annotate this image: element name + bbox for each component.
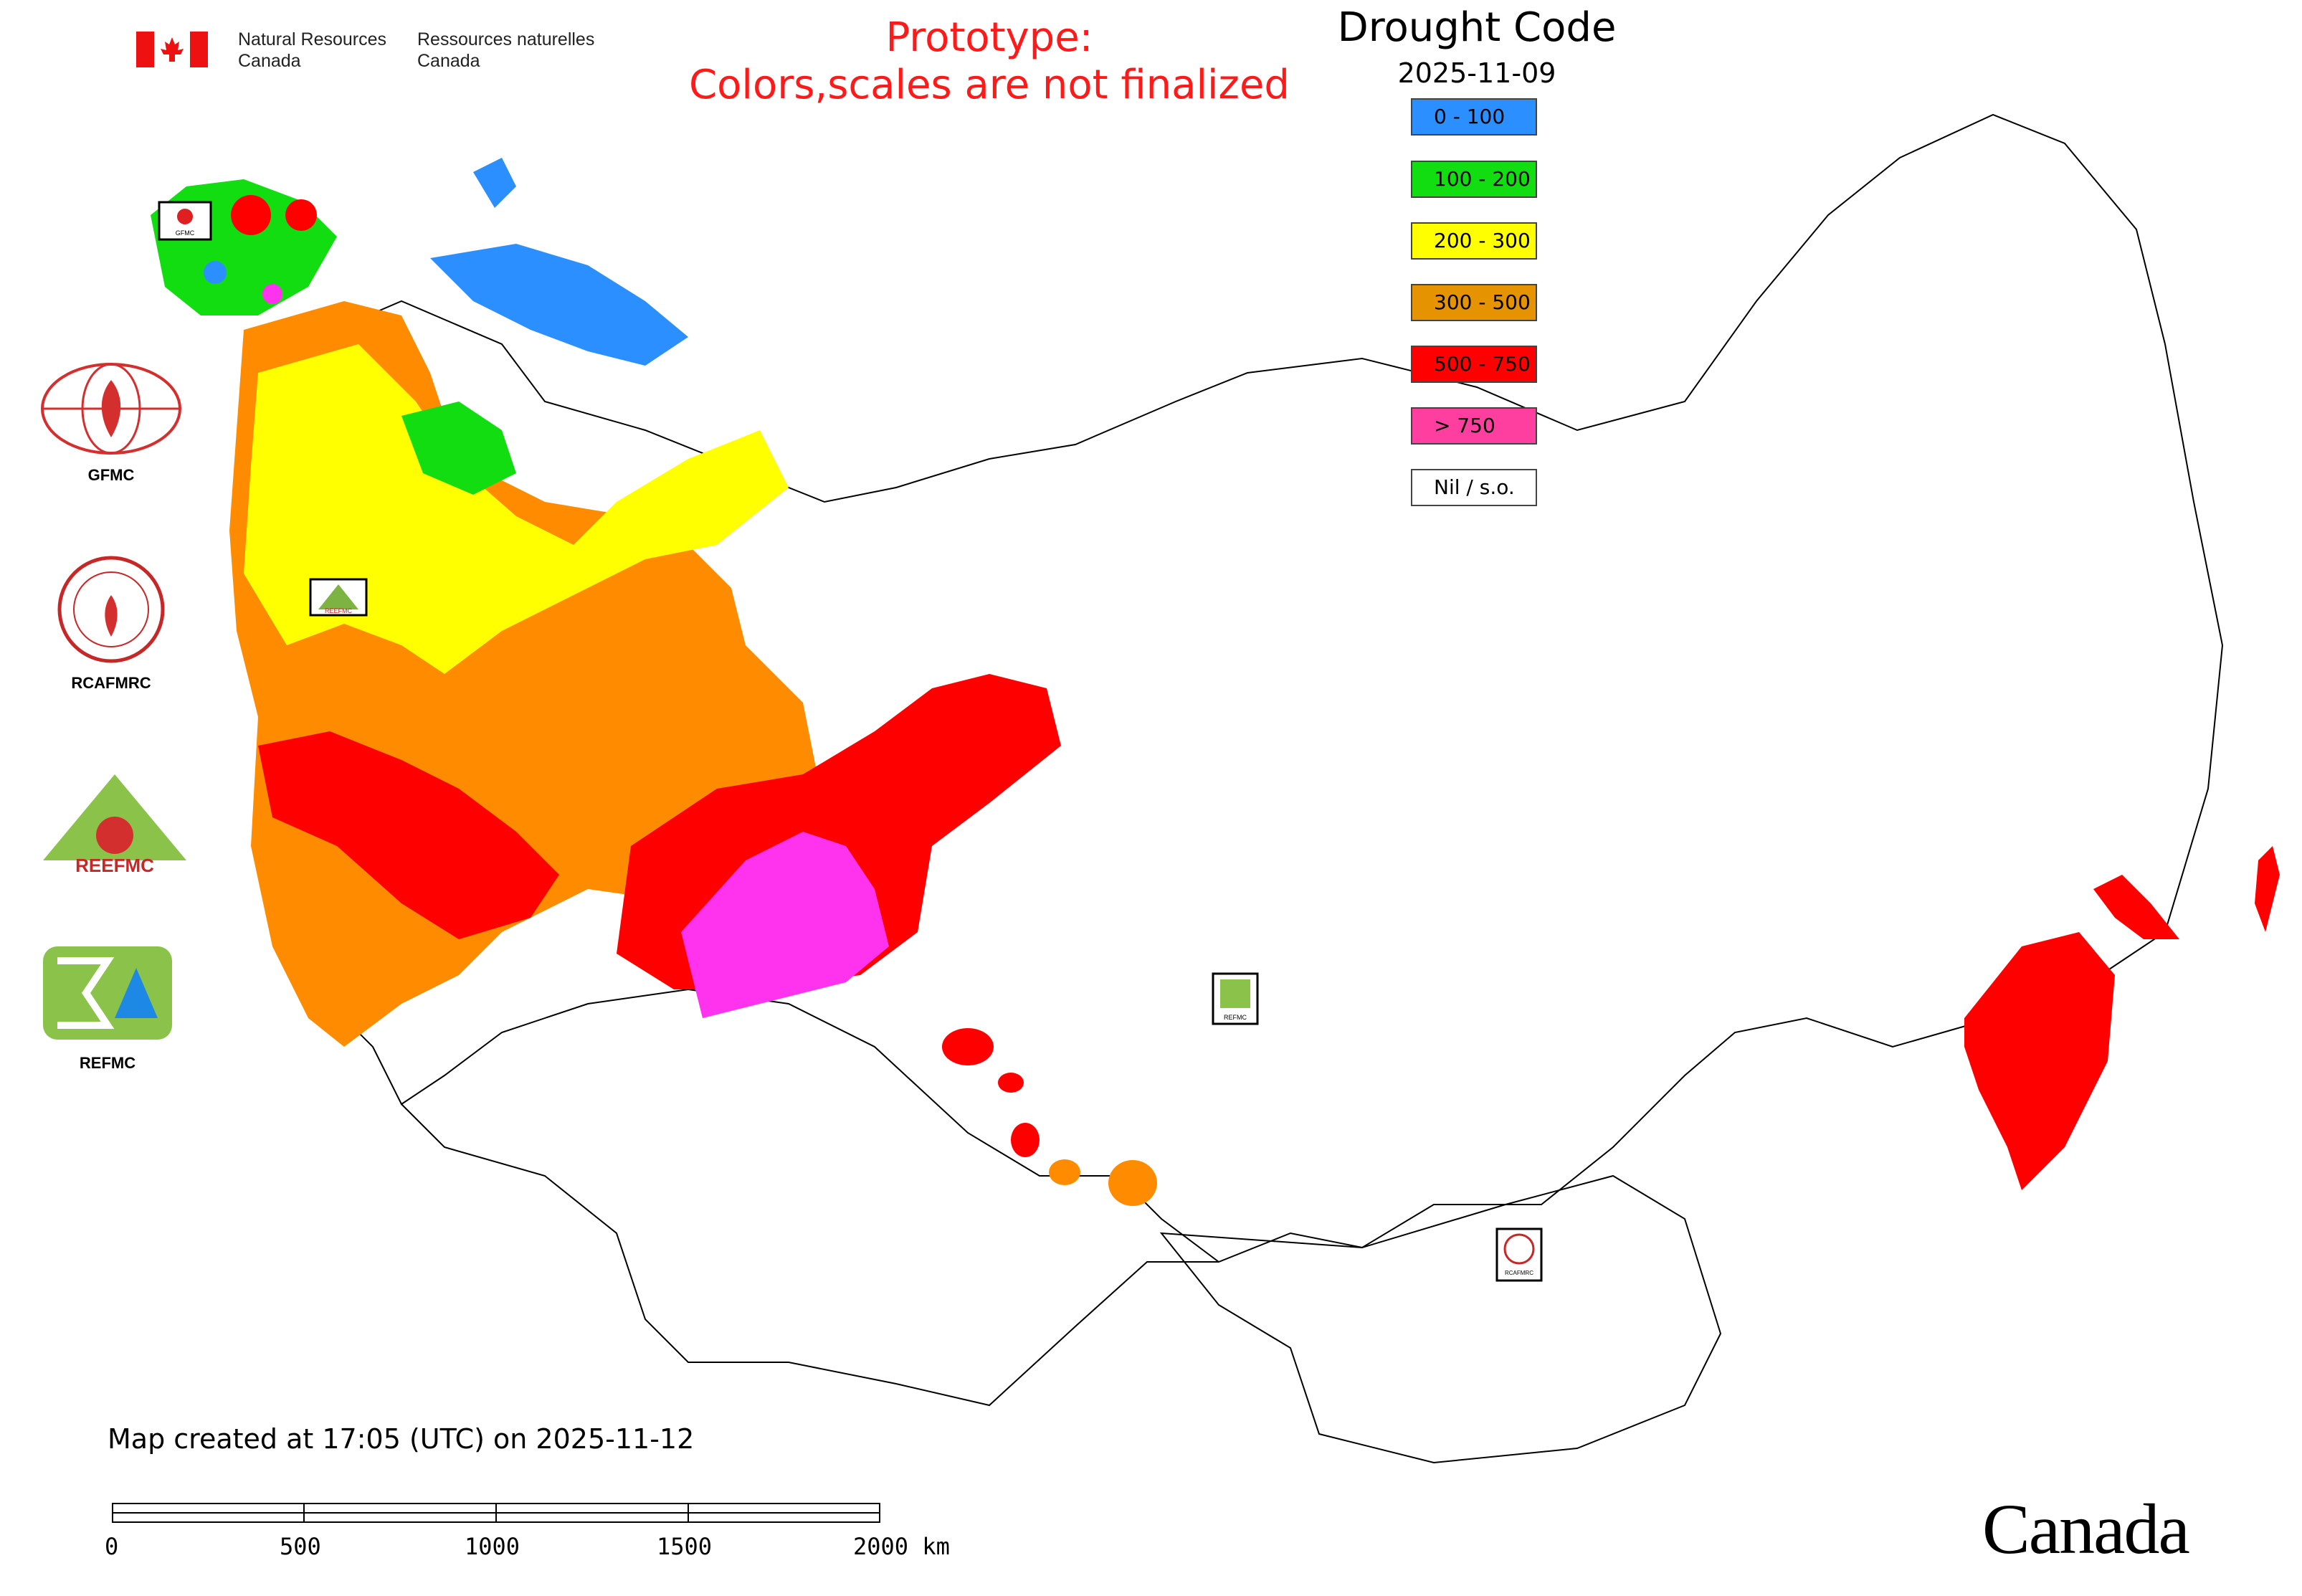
org-name-en: Natural Resources Canada [238, 29, 387, 71]
red-zone-south [258, 731, 559, 939]
refmc-label: REFMC [79, 1054, 136, 1072]
refmc-logo-icon [43, 946, 172, 1040]
legend-item-100-200: 100 - 200 [1411, 161, 1537, 198]
scale-label-500: 500 [280, 1533, 321, 1560]
map-tag-refmc-label: REFMC [1224, 1014, 1247, 1021]
magenta-zone [681, 832, 889, 1018]
map-tag-gfmc: GFMC [158, 201, 212, 241]
map-tag-rcafmrc: RCAFMRC [1495, 1227, 1543, 1282]
green-zone [401, 402, 516, 495]
legend-item-over-750: > 750 [1411, 407, 1537, 445]
southern-outline [401, 1103, 1219, 1407]
rcafmrc-logo: RCAFMRC [36, 552, 186, 693]
legend-item-200-300: 200 - 300 [1411, 222, 1537, 260]
created-timestamp: Map created at 17:05 (UTC) on 2025-11-12 [108, 1423, 695, 1455]
refmc-logo: REFMC [36, 939, 179, 1073]
rcafmrc-logo-icon [57, 556, 165, 663]
map-tag-reefmc: REEFMC [309, 578, 368, 617]
blue-zone-north [473, 158, 516, 208]
scale-label-2000: 2000 km [853, 1533, 950, 1560]
map-tag-reefmc-label: REEFMC [325, 607, 353, 614]
gfmc-label: GFMC [87, 466, 135, 484]
scale-bar [112, 1503, 880, 1523]
mongolia-outline [1159, 1174, 1722, 1464]
scale-label-1500: 1500 [657, 1533, 713, 1560]
legend-item-500-750: 500 - 750 [1411, 346, 1537, 383]
legend-title: Drought Code [1337, 4, 1617, 51]
scale-label-0: 0 [105, 1533, 119, 1560]
rcafmrc-label: RCAFMRC [71, 674, 151, 692]
prototype-line1: Prototype: [885, 14, 1093, 61]
org-name-fr: Ressources naturelles Canada [417, 29, 595, 71]
reefmc-logo: REEFMC [36, 767, 194, 878]
map-tag-rcafmrc-label: RCAFMRC [1505, 1270, 1533, 1276]
prototype-notice: Prototype: Colors,scales are not finaliz… [645, 14, 1333, 109]
gfmc-logo: GFMC [36, 358, 186, 485]
legend-item-0-100: 0 - 100 [1411, 98, 1537, 136]
prototype-line2: Colors,scales are not finalized [689, 62, 1290, 108]
map-tag-gfmc-label: GFMC [176, 229, 195, 237]
red-zone-kamchatka [2093, 875, 2179, 939]
map-tag-refmc: REFMC [1212, 972, 1259, 1025]
reefmc-logo-icon: REEFMC [43, 774, 186, 876]
legend-date: 2025-11-09 [1397, 57, 1556, 89]
yellow-zone [244, 344, 789, 674]
red-zone-sakhalin [1964, 932, 2115, 1190]
legend-item-300-500: 300 - 500 [1411, 284, 1537, 321]
scale-label-1000: 1000 [465, 1533, 520, 1560]
canada-wordmark: Canada [1982, 1489, 2190, 1569]
gfmc-logo-icon [41, 363, 181, 455]
blue-zone [430, 244, 688, 366]
svg-text:REEFMC: REEFMC [75, 855, 154, 875]
legend-item-nil: Nil / s.o. [1411, 469, 1537, 506]
canada-flag-icon [136, 32, 208, 67]
